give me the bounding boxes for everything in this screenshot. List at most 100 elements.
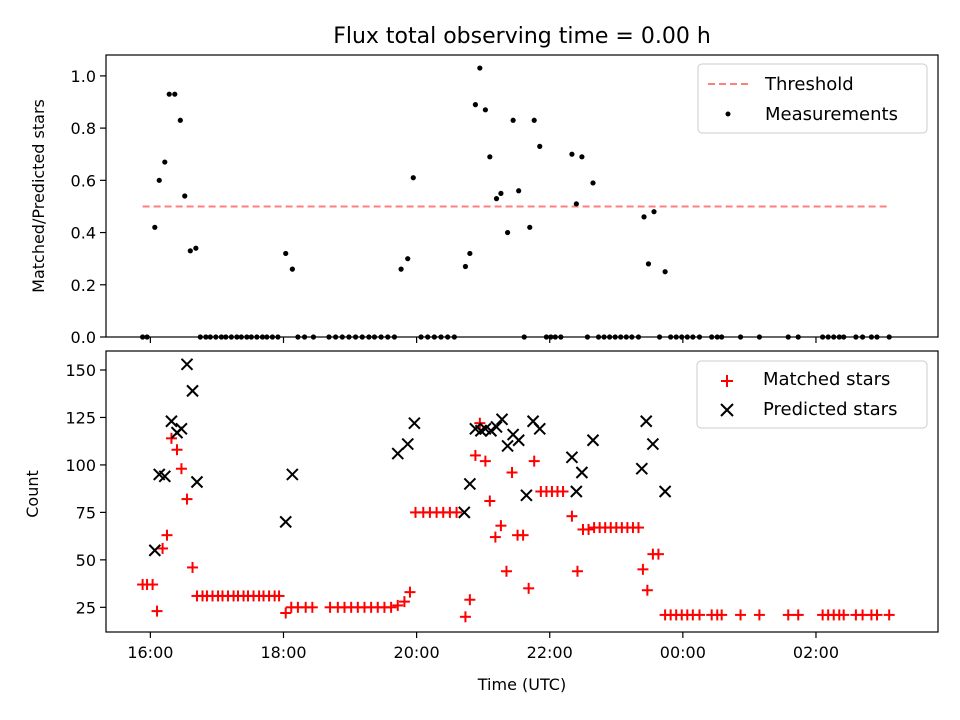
measurement-point [493,196,500,202]
bottom-y-axis-label: Count [23,470,42,518]
bottom-panel: 25 50 75 100 125 150 16:00 18:00 20:00 22:00 00:0… [23,350,939,694]
matched-star-point [451,506,463,518]
measurement-point [537,143,543,149]
measurement-point [531,117,537,123]
measurement-point [467,250,473,257]
legend-threshold-label: Threshold [764,74,854,95]
predicted-star-point [501,439,514,453]
measurement-point [283,250,289,257]
matched-star-point [693,609,705,621]
measurement-point [166,91,172,97]
predicted-star-point [646,437,660,451]
matched-star-point [398,596,410,608]
measurement-point [579,154,585,160]
measurement-point [516,188,522,194]
measurement-point [477,65,483,71]
matched-star-point [273,590,285,602]
legend-measurements-label: Measurements [765,104,898,125]
predicted-star-point [484,424,498,437]
predicted-star-point [190,475,204,489]
measurement-point [487,154,493,160]
bottom-x-tick-label: 16:00 [127,643,173,662]
predicted-star-point [463,477,477,491]
matched-star-point [147,579,159,591]
matched-star-point [753,609,765,621]
measurement-point [510,117,516,123]
predicted-star-point [401,437,414,451]
matched-star-point [187,561,199,573]
predicted-star-point [279,515,292,529]
measurement-point [462,263,469,270]
legend-predicted-swatch [720,403,734,417]
matched-star-point [500,565,512,577]
matched-star-point [306,601,318,613]
matched-star-point [489,531,501,543]
matched-star-point [385,601,397,613]
chart-title: Flux total observing time = 0.00 h [333,24,711,49]
top-y-tick-label: 0.0 [71,328,96,347]
matched-star-point [517,529,529,541]
measurement-point [410,175,416,181]
measurement-point [152,224,158,230]
matched-star-point [157,542,169,554]
measurement-point [662,269,668,275]
predicted-star-point [520,489,533,502]
bottom-legend: Matched stars Predicted stars [696,360,928,429]
predicted-star-point [575,466,589,479]
measurement-point [590,180,596,186]
matched-star-point [883,609,895,621]
predicted-star-point [570,485,583,498]
measurement-point [482,107,488,113]
predicted-star-point [586,434,600,447]
matched-star-point [641,584,653,596]
bottom-x-tick-label: 20:00 [394,643,440,662]
matched-star-point [280,607,292,619]
matched-star-point [792,609,804,621]
legend-measurements-swatch [725,111,731,117]
matched-star-point [171,444,183,456]
measurement-point [162,159,168,165]
measurement-point [405,256,411,262]
bottom-plot-frame [105,350,939,633]
matched-star-point [165,432,177,444]
top-y-axis-label: Matched/Predicted stars [29,99,48,293]
bottom-y-tick-label: 75 [76,503,96,522]
matched-star-point [871,609,883,621]
x-axis-label: Time (UTC) [477,675,566,694]
bottom-legend-box [696,360,928,429]
matched-star-point [181,493,193,505]
predicted-star-point [391,447,404,460]
predicted-star-point [186,384,199,398]
matched-star-point [506,467,518,479]
top-y-tick-label: 0.8 [71,119,96,138]
measurement-point [187,248,193,254]
bottom-y-ticks: 25 50 75 100 125 150 [65,361,106,617]
predicted-star-point [458,506,471,519]
predicted-star-point [165,415,178,428]
predicted-star-point [158,470,172,483]
matched-star-point [557,486,569,497]
bottom-y-tick-label: 50 [76,551,96,570]
matched-star-point [632,522,644,534]
top-y-tick-label: 0.4 [71,224,96,243]
matched-star-point [479,455,491,467]
bottom-x-ticks: 16:00 18:00 20:00 22:00 00:00 02:00 [127,632,839,662]
matched-star-point [464,594,476,606]
bottom-x-tick-label: 02:00 [793,643,839,662]
matched-star-point [469,449,481,461]
matched-star-point [652,548,664,560]
measurement-point [398,266,404,272]
measurement-point [504,229,511,236]
top-legend: Threshold Measurements [697,63,928,134]
matched-star-point [459,611,471,623]
top-y-ticks: 0.0 0.2 0.4 0.6 0.8 1.0 [71,67,106,347]
measurement-point [172,91,178,97]
matched-star-point [495,520,507,532]
matched-star-point [175,463,187,475]
predicted-star-point [658,485,672,498]
legend-predicted-label: Predicted stars [763,399,897,420]
matched-star-point [404,586,416,598]
legend-matched-label: Matched stars [763,369,890,390]
measurement-point [472,102,479,108]
